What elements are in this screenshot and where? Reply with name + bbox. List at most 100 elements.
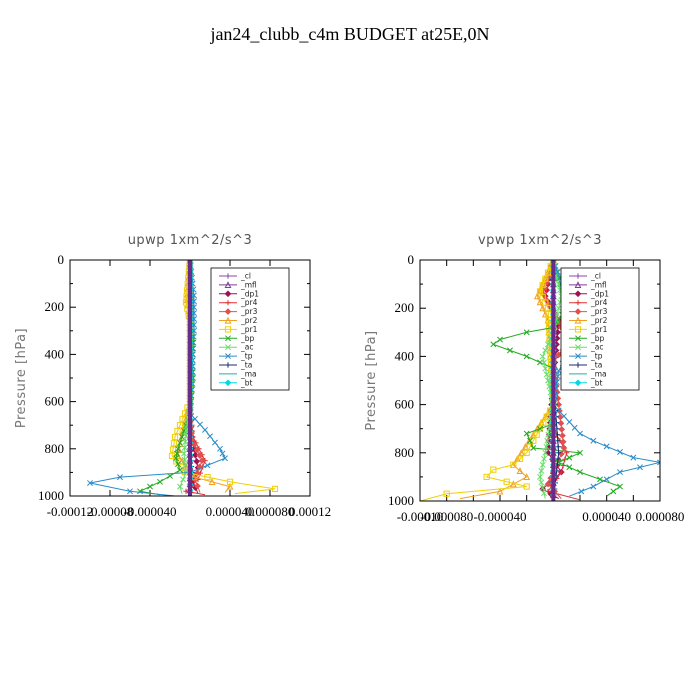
series-marker-pr1 bbox=[533, 431, 540, 438]
series-marker-bp bbox=[174, 450, 180, 457]
series-marker-tp bbox=[630, 454, 637, 461]
series-marker-tp bbox=[617, 469, 623, 476]
series-marker-pr1 bbox=[543, 413, 550, 420]
series-marker-ac bbox=[539, 461, 546, 468]
x-tick-label: 0.000080 bbox=[246, 504, 295, 519]
series-marker-pr1 bbox=[510, 461, 517, 468]
series-marker-ac bbox=[545, 431, 552, 438]
series-marker-pr1 bbox=[170, 440, 178, 447]
legend-entry: _ac bbox=[590, 343, 603, 352]
legend-entry: _pr2 bbox=[590, 316, 608, 325]
y-tick-label: 1000 bbox=[38, 488, 64, 503]
series-marker-pr1 bbox=[503, 478, 510, 485]
plot-frame bbox=[419, 259, 661, 502]
legend-marker bbox=[575, 273, 581, 279]
series-marker-pr3 bbox=[559, 432, 566, 439]
series-marker-pr1 bbox=[176, 422, 184, 429]
y-tick-label: 800 bbox=[395, 445, 415, 460]
series-marker-pr2 bbox=[523, 473, 531, 480]
series-marker-bp bbox=[523, 329, 530, 336]
legend-marker bbox=[225, 362, 231, 368]
series-marker-pr2 bbox=[536, 298, 544, 306]
series-marker-pr3 bbox=[196, 451, 203, 459]
legend-marker bbox=[224, 290, 232, 298]
series-marker-tp bbox=[191, 327, 197, 334]
series-marker-pr4 bbox=[183, 488, 189, 494]
vpwp-panel: vpwp 1xm^2/s^3 Pressure [hPa] 0 200 400 600 80… bbox=[364, 233, 684, 524]
series-line-pr1 bbox=[420, 260, 554, 501]
x-tick-label: 0.00012 bbox=[289, 504, 331, 519]
series-marker-ac bbox=[541, 359, 547, 366]
series-marker-tp bbox=[603, 476, 610, 483]
series-marker-pr2 bbox=[536, 286, 544, 294]
legend-marker bbox=[574, 308, 582, 315]
legend-entry: _bt bbox=[240, 378, 253, 387]
legend-marker bbox=[224, 281, 232, 288]
series-marker-ac bbox=[555, 305, 562, 312]
series-marker-ta bbox=[556, 450, 562, 456]
series-marker-pr3 bbox=[194, 469, 201, 477]
legend-entry: _bp bbox=[590, 334, 605, 343]
series-marker-tp bbox=[117, 474, 123, 481]
series-marker-tp bbox=[191, 298, 197, 305]
series-marker-tp bbox=[207, 433, 213, 440]
series-marker-pr2 bbox=[517, 449, 525, 456]
legend-entry: _pr1 bbox=[240, 325, 258, 334]
series-marker-pr1 bbox=[171, 433, 179, 441]
series-marker-bp bbox=[577, 469, 583, 476]
series-marker-tp bbox=[87, 480, 93, 486]
upwp-panel: upwp 1xm^2/s^3 Pressure [hPa] 0 200 400 600 80… bbox=[14, 233, 331, 519]
legend-entry: _dp1 bbox=[240, 289, 259, 298]
y-tick-label: 0 bbox=[58, 252, 65, 267]
series-marker-ac bbox=[545, 341, 551, 348]
legend-marker bbox=[575, 335, 581, 342]
series-marker-tp bbox=[127, 488, 133, 495]
x-tick-label: 0.000080 bbox=[636, 509, 685, 524]
series-marker-dp1 bbox=[193, 458, 200, 465]
series-marker-tp bbox=[590, 437, 597, 444]
y-axis-label: Pressure [hPa] bbox=[14, 328, 29, 428]
series-marker-bp bbox=[490, 341, 497, 348]
series-marker-tp bbox=[603, 443, 610, 450]
series-marker-tp bbox=[191, 310, 197, 317]
series-marker-pr2 bbox=[509, 480, 517, 488]
series-marker-pr2 bbox=[496, 487, 504, 495]
series-marker-tp bbox=[197, 421, 203, 428]
series-marker-ac bbox=[538, 467, 545, 474]
series-group bbox=[87, 260, 279, 496]
series-marker-bp bbox=[507, 347, 513, 354]
series-marker-bp bbox=[523, 353, 530, 360]
series-marker-pr3 bbox=[198, 457, 206, 464]
legend-entry: _bp bbox=[240, 334, 255, 343]
series-group bbox=[420, 260, 660, 501]
series-marker-bp bbox=[530, 445, 537, 451]
legend-marker bbox=[575, 353, 581, 360]
y-tick-label: 400 bbox=[45, 346, 65, 361]
y-tick-label: 0 bbox=[408, 252, 415, 267]
series-marker-bp bbox=[523, 430, 530, 437]
legend-marker bbox=[225, 335, 231, 342]
legend-entry: _tp bbox=[590, 352, 603, 361]
series-marker-ac bbox=[546, 425, 553, 432]
legend-marker bbox=[224, 326, 232, 333]
series-marker-pr2 bbox=[521, 443, 529, 450]
legend-marker bbox=[575, 344, 581, 351]
series-marker-tp bbox=[561, 413, 567, 420]
legend-marker bbox=[575, 300, 581, 306]
series-marker-bp bbox=[577, 449, 583, 456]
series-marker-pr2 bbox=[208, 478, 216, 485]
series-marker-ac bbox=[180, 476, 186, 483]
series-marker-bp bbox=[175, 461, 181, 468]
x-tick-label: -0.000080 bbox=[420, 509, 473, 524]
series-marker-tp bbox=[202, 426, 208, 433]
series-marker-tp bbox=[219, 450, 226, 457]
series-marker-pr3 bbox=[193, 446, 201, 454]
series-marker-bp bbox=[497, 336, 503, 343]
series-marker-ac bbox=[554, 311, 561, 318]
series-marker-tp bbox=[555, 407, 562, 414]
series-marker-tp bbox=[555, 367, 562, 374]
series-marker-pr2 bbox=[539, 280, 547, 288]
y-tick-label: 400 bbox=[395, 348, 415, 363]
series-marker-tp bbox=[191, 304, 197, 311]
series-marker-tp bbox=[554, 269, 561, 276]
